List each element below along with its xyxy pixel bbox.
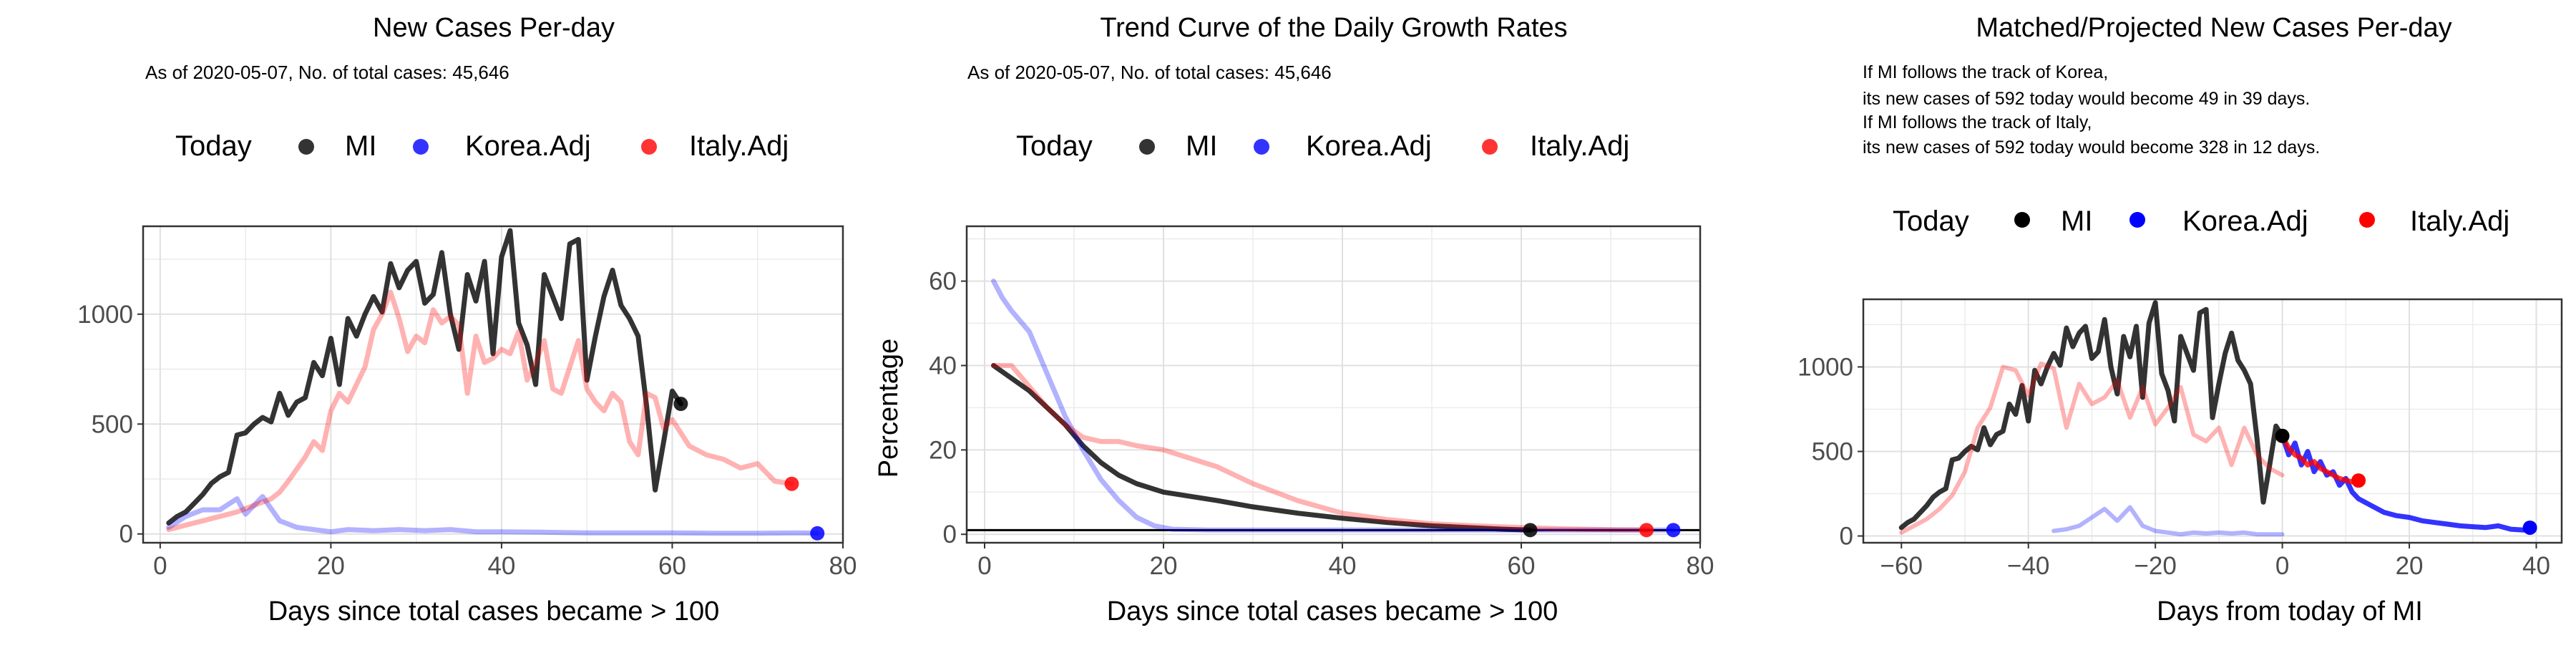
y-tick-label: 500 <box>92 410 133 438</box>
legend-label-mi: MI <box>345 130 376 162</box>
x-tick-label: 0 <box>2275 552 2289 580</box>
x-axis-label: Days since total cases became > 100 <box>268 596 720 627</box>
panel-new-cases: New Cases Per-day As of 2020-05-07, No. … <box>77 13 857 627</box>
legend-key-italy <box>641 139 657 155</box>
x-tick-label: −60 <box>1880 552 1923 580</box>
series-line-korea-adj-projection <box>2280 433 2533 533</box>
today-point-korea-adj <box>810 526 825 541</box>
legend-key-korea <box>2129 212 2145 228</box>
legend-label-mi: MI <box>2061 205 2092 237</box>
y-tick-label: 0 <box>943 521 957 548</box>
x-tick-label: 80 <box>1687 552 1714 580</box>
plot-background <box>1863 299 2562 543</box>
x-axis-label: Days since total cases became > 100 <box>1107 596 1558 627</box>
series-line-mi <box>1898 300 2285 531</box>
x-tick-label: −20 <box>2134 552 2176 580</box>
series-line-italy-adj <box>991 363 1649 533</box>
x-tick-label: 0 <box>977 552 991 580</box>
today-point-italy-adj <box>784 476 799 491</box>
legend-label-mi: MI <box>1186 130 1217 162</box>
legend-label-italy: Italy.Adj <box>689 130 789 162</box>
legend-label-korea: Korea.Adj <box>465 130 591 162</box>
x-tick-label: 80 <box>829 552 857 580</box>
today-point-korea-adj <box>2522 520 2537 535</box>
x-tick-label: 60 <box>1508 552 1536 580</box>
legend-label-italy: Italy.Adj <box>2410 205 2509 237</box>
panel-title: Trend Curve of the Daily Growth Rates <box>1100 13 1567 43</box>
annotation-line: If MI follows the track of Korea, <box>1863 62 2108 82</box>
today-point-italy-adj <box>1639 523 1654 538</box>
legend-key-italy <box>2359 212 2375 228</box>
x-tick-label: 20 <box>2396 552 2424 580</box>
legend-title: Today <box>1016 130 1093 162</box>
legend-label-italy: Italy.Adj <box>1530 130 1629 162</box>
series-line-mi <box>166 228 683 526</box>
y-tick-label: 0 <box>1840 523 1853 551</box>
y-tick-label: 500 <box>1812 438 1853 466</box>
series-line-korea-adj <box>991 279 1676 533</box>
plot-area: −60 −40 −20 0 20 40 0 500 1000 <box>1797 298 2563 580</box>
y-tick-label: 1000 <box>77 301 133 329</box>
panel-subtitle: As of 2020-05-07, No. of total cases: 45… <box>967 62 1332 83</box>
legend-key-korea <box>1254 139 1269 155</box>
series-line-korea-adj <box>166 494 820 536</box>
plot-border <box>142 225 844 544</box>
annotation-line: its new cases of 592 today would become … <box>1863 137 2320 158</box>
x-tick-label: 40 <box>1329 552 1357 580</box>
annotation-line: its new cases of 592 today would become … <box>1863 89 2310 109</box>
panel-growth-rates: Trend Curve of the Daily Growth Rates As… <box>874 13 1714 627</box>
legend-key-korea <box>413 139 429 155</box>
legend-label-korea: Korea.Adj <box>2182 205 2308 237</box>
x-tick-label: −40 <box>2007 552 2049 580</box>
today-point-italy-adj <box>2351 473 2366 488</box>
y-tick-label: 20 <box>929 436 957 464</box>
plot-background <box>143 226 843 543</box>
series-line-italy-adj-projection <box>2280 433 2361 485</box>
y-tick-label: 40 <box>929 352 957 379</box>
legend-key-italy <box>1482 139 1498 155</box>
legend: Today MI Korea.Adj Italy.Adj <box>175 130 789 162</box>
legend: Today MI Korea.Adj Italy.Adj <box>1016 130 1629 162</box>
plot-area: 0 20 40 60 80 0 500 1000 <box>77 225 857 580</box>
x-tick-label: 60 <box>658 552 686 580</box>
y-tick-label: 0 <box>119 521 133 548</box>
annotation-line: If MI follows the track of Italy, <box>1863 112 2092 132</box>
panel-projected: Matched/Projected New Cases Per-day If M… <box>1797 13 2563 627</box>
plot-background <box>967 226 1700 543</box>
x-tick-label: 40 <box>2522 552 2550 580</box>
legend-key-mi <box>298 139 314 155</box>
legend-title: Today <box>175 130 252 162</box>
x-tick-label: 20 <box>1150 552 1178 580</box>
x-tick-label: 0 <box>153 552 167 580</box>
panel-title: New Cases Per-day <box>373 13 615 43</box>
today-point-korea-adj <box>1666 523 1681 538</box>
panel-subtitle: As of 2020-05-07, No. of total cases: 45… <box>145 62 509 83</box>
series-line-korea-adj-history <box>2051 505 2285 537</box>
today-point-mi <box>2275 428 2290 443</box>
y-tick-label: 1000 <box>1797 353 1853 381</box>
today-point-mi <box>1523 523 1538 538</box>
series-line-mi <box>991 363 1533 533</box>
legend-title: Today <box>1893 205 1969 237</box>
legend-label-korea: Korea.Adj <box>1306 130 1432 162</box>
legend-key-mi <box>1139 139 1155 155</box>
y-axis-label: Percentage <box>874 339 904 478</box>
legend-key-mi <box>2014 212 2030 228</box>
plot-area: 0 20 40 60 80 0 20 40 60 <box>929 225 1714 580</box>
panel-title: Matched/Projected New Cases Per-day <box>1976 13 2451 43</box>
today-point-mi <box>673 397 688 412</box>
plot-border <box>965 225 1702 544</box>
series-line-italy-adj <box>166 289 794 533</box>
series-line-italy-adj-history <box>1899 361 2285 535</box>
plot-border <box>1862 298 2563 544</box>
legend: Today MI Korea.Adj Italy.Adj <box>1893 205 2509 237</box>
x-axis-label: Days from today of MI <box>2157 596 2423 627</box>
y-tick-label: 60 <box>929 268 957 296</box>
x-tick-label: 40 <box>487 552 515 580</box>
x-tick-label: 20 <box>317 552 345 580</box>
